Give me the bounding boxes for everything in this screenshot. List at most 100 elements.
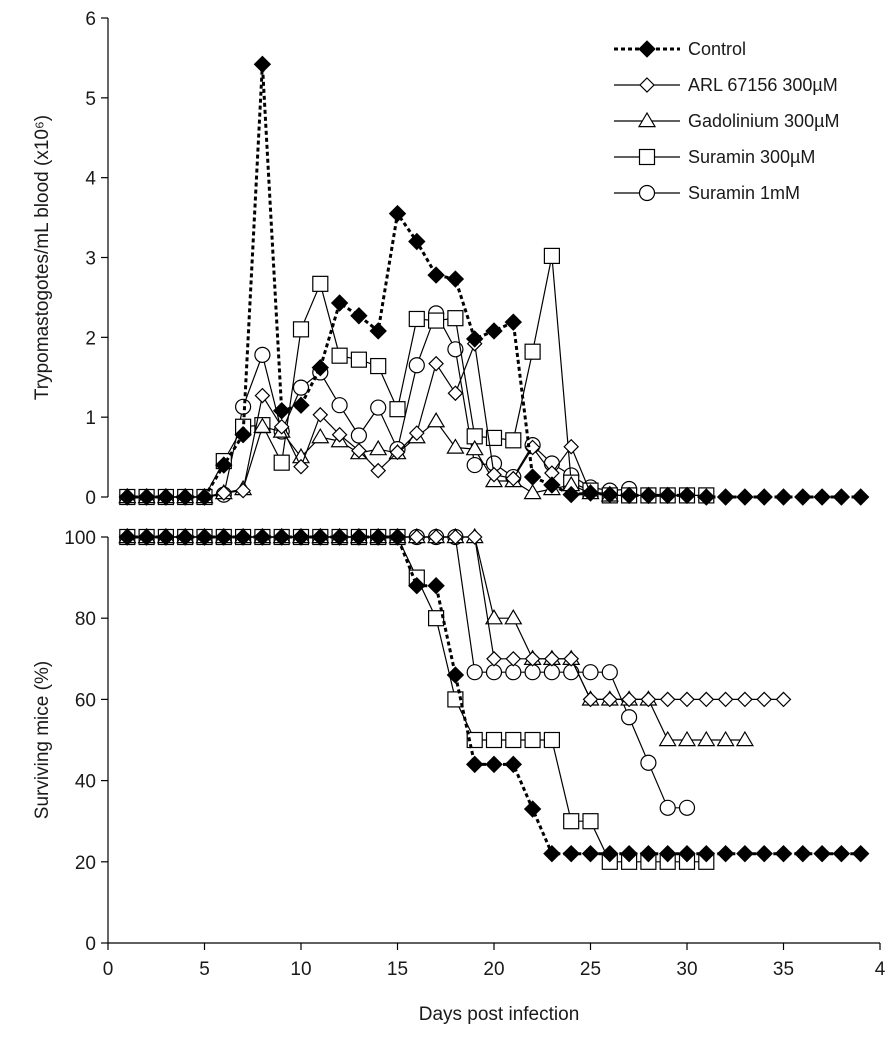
series-suramin-300-m-top bbox=[119, 247, 715, 506]
series-suramin-1mm-bottom bbox=[119, 528, 696, 816]
data-point-gadolinium-300-m bbox=[658, 730, 677, 747]
data-point-arl-67156-300-m bbox=[659, 691, 676, 708]
data-point-gadolinium-300-m bbox=[735, 730, 754, 747]
data-point-arl-67156-300-m bbox=[447, 385, 464, 402]
data-point-arl-67156-300-m bbox=[486, 650, 502, 667]
data-point-control bbox=[716, 844, 735, 863]
data-point-arl-67156-300-m bbox=[582, 691, 599, 708]
data-point-suramin-1mm bbox=[640, 754, 657, 771]
data-point-control bbox=[562, 485, 580, 504]
y-axis-title-top: Trypomastogotes/mL blood (x10⁶) bbox=[32, 115, 53, 400]
data-point-control bbox=[523, 800, 542, 818]
data-point-suramin-300-m bbox=[408, 310, 425, 328]
series-line-suramin-300-m bbox=[127, 255, 707, 498]
series-gadolinium-300-m-top bbox=[118, 411, 619, 504]
data-point-control bbox=[330, 528, 349, 546]
panel-bottom: 0 20 40 60 80 100 0 5 10 15 20 25 30 35 4 Days post inf… bbox=[32, 527, 886, 1025]
data-point-suramin-300-m bbox=[485, 429, 503, 447]
y-tick-label-bottom: 100 bbox=[64, 528, 96, 549]
y-tick-label-top: 4 bbox=[85, 169, 96, 190]
data-point-suramin-1mm bbox=[447, 341, 464, 358]
data-point-suramin-300-m bbox=[582, 813, 599, 830]
data-point-control bbox=[157, 488, 175, 506]
data-point-control bbox=[504, 755, 523, 774]
data-point-control bbox=[157, 528, 175, 546]
data-point-control bbox=[543, 476, 561, 494]
data-point-control bbox=[253, 528, 272, 546]
data-point-suramin-300-m bbox=[524, 343, 541, 360]
data-point-control bbox=[716, 488, 735, 506]
data-point-control bbox=[350, 307, 368, 325]
legend-marker-control bbox=[638, 40, 656, 58]
series-arl-67156-300-m-top bbox=[119, 335, 618, 505]
y-tick-label-top: 0 bbox=[85, 488, 96, 509]
data-point-control bbox=[311, 358, 330, 377]
data-point-control bbox=[311, 528, 330, 546]
data-point-control bbox=[755, 844, 773, 863]
data-point-arl-67156-300-m bbox=[486, 466, 502, 483]
data-point-suramin-1mm bbox=[408, 357, 425, 374]
data-point-arl-67156-300-m bbox=[524, 650, 541, 667]
legend-marker-suramin-300-m bbox=[638, 148, 656, 166]
data-point-control bbox=[562, 844, 580, 863]
data-point-gadolinium-300-m bbox=[311, 427, 330, 444]
data-point-suramin-300-m bbox=[505, 432, 522, 449]
data-point-control bbox=[485, 755, 503, 774]
data-point-suramin-1mm bbox=[524, 664, 541, 681]
data-point-suramin-300-m bbox=[331, 347, 348, 364]
data-point-gadolinium-300-m bbox=[523, 483, 542, 500]
data-point-control bbox=[678, 844, 696, 863]
data-point-suramin-1mm bbox=[678, 799, 696, 816]
data-point-control bbox=[601, 844, 619, 863]
x-tick-label: 30 bbox=[676, 959, 697, 980]
data-point-suramin-1mm bbox=[466, 456, 483, 474]
data-point-gadolinium-300-m bbox=[716, 730, 735, 747]
data-point-gadolinium-300-m bbox=[369, 439, 388, 456]
data-point-suramin-1mm bbox=[466, 664, 483, 681]
data-point-control bbox=[272, 528, 291, 546]
data-point-control bbox=[697, 488, 716, 506]
data-point-control bbox=[794, 844, 812, 863]
data-point-control bbox=[639, 844, 658, 863]
data-point-suramin-1mm bbox=[582, 664, 599, 681]
data-point-suramin-1mm bbox=[350, 427, 367, 444]
data-point-suramin-1mm bbox=[370, 399, 387, 416]
data-point-control bbox=[118, 528, 137, 546]
data-point-arl-67156-300-m bbox=[428, 529, 444, 545]
data-point-control bbox=[215, 528, 233, 546]
data-point-suramin-1mm bbox=[620, 709, 638, 726]
data-point-control bbox=[234, 426, 252, 444]
x-tick-label: 15 bbox=[387, 959, 408, 980]
y-axis-title-bottom: Surviving mice (%) bbox=[32, 661, 53, 819]
data-point-control bbox=[485, 322, 503, 340]
data-point-arl-67156-300-m bbox=[505, 470, 522, 487]
data-point-control bbox=[408, 577, 426, 595]
data-point-gadolinium-300-m bbox=[253, 417, 272, 433]
data-point-gadolinium-300-m bbox=[677, 730, 697, 747]
data-point-control bbox=[330, 294, 349, 312]
data-point-arl-67156-300-m bbox=[601, 691, 618, 708]
data-point-gadolinium-300-m bbox=[504, 609, 523, 625]
data-point-control bbox=[813, 844, 831, 863]
data-point-control bbox=[427, 266, 445, 284]
data-point-control bbox=[195, 488, 214, 506]
data-point-gadolinium-300-m bbox=[697, 730, 716, 747]
y-tick-label-top: 3 bbox=[85, 249, 96, 270]
legend-marker-gadolinium-300-m bbox=[637, 111, 657, 128]
data-point-suramin-300-m bbox=[428, 610, 445, 627]
legend-label-arl-67156-300-m: ARL 67156 300µM bbox=[688, 75, 838, 95]
data-point-control bbox=[234, 528, 252, 546]
y-tick-label-top: 6 bbox=[85, 9, 96, 30]
data-point-control bbox=[504, 313, 523, 331]
data-point-control bbox=[388, 528, 407, 546]
data-point-suramin-300-m bbox=[389, 401, 406, 418]
x-tick-label: 25 bbox=[580, 959, 601, 980]
x-tick-label: 35 bbox=[773, 959, 794, 980]
data-point-arl-67156-300-m bbox=[273, 418, 290, 435]
data-point-control bbox=[658, 844, 677, 863]
legend: Control ARL 67156 300µM Gadolinium 300µM Su… bbox=[614, 39, 839, 203]
data-point-control bbox=[176, 488, 194, 506]
data-point-control bbox=[736, 488, 754, 506]
legend-label-gadolinium-300-m: Gadolinium 300µM bbox=[688, 111, 839, 131]
data-point-control bbox=[388, 204, 407, 223]
